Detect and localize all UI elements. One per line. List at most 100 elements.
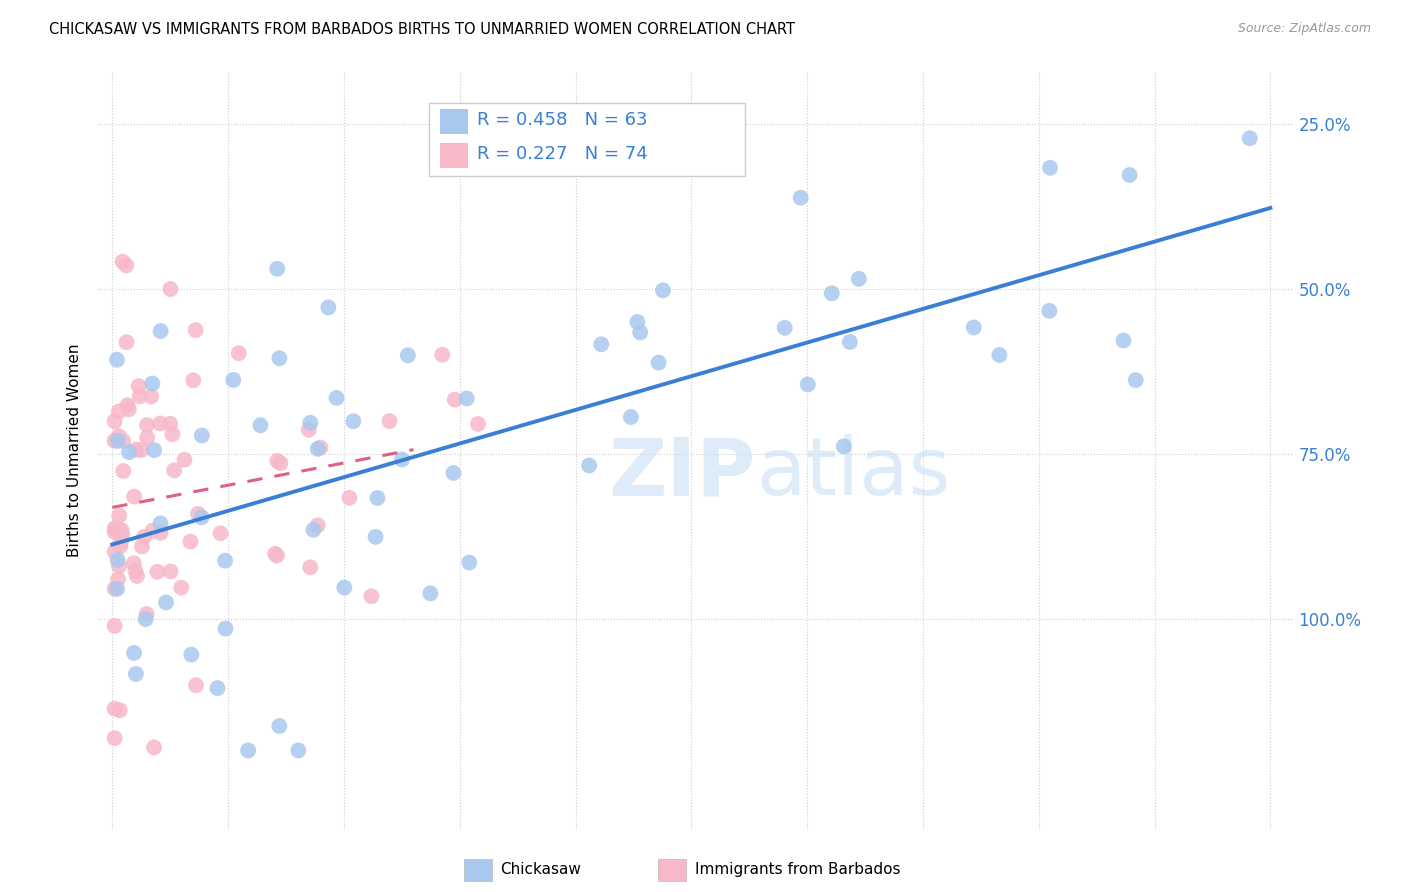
Point (146, 565, 169, 579)
Point (110, 534, 132, 549)
Point (443, 392, 465, 407)
Point (124, 564, 146, 578)
Point (339, 491, 361, 505)
Point (149, 516, 172, 531)
Point (142, 524, 165, 538)
Point (104, 731, 127, 745)
Text: R = 0.227   N = 74: R = 0.227 N = 74 (477, 145, 647, 163)
Point (104, 521, 127, 535)
Point (848, 272, 870, 286)
Point (299, 416, 322, 430)
Point (302, 523, 325, 537)
Point (155, 595, 177, 609)
Point (132, 530, 155, 544)
Point (139, 389, 162, 403)
Point (821, 286, 844, 301)
Point (180, 648, 202, 662)
Text: R = 0.458   N = 63: R = 0.458 N = 63 (477, 112, 647, 129)
Point (179, 534, 201, 549)
Text: Immigrants from Barbados: Immigrants from Barbados (695, 863, 900, 877)
Point (458, 556, 481, 570)
Point (104, 434, 127, 448)
Point (184, 323, 207, 337)
Point (115, 335, 138, 350)
Point (107, 434, 129, 448)
Text: ZIP: ZIP (609, 434, 756, 512)
Point (307, 442, 329, 456)
Text: CHICKASAW VS IMMIGRANTS FROM BARBADOS BIRTHS TO UNMARRIED WOMEN CORRELATION CHAR: CHICKASAW VS IMMIGRANTS FROM BARBADOS BI… (49, 22, 796, 37)
Point (125, 667, 148, 681)
Point (963, 320, 986, 334)
Point (287, 743, 309, 757)
Point (1118, 168, 1140, 182)
Point (159, 417, 181, 431)
Point (108, 429, 131, 443)
Point (432, 348, 454, 362)
Point (118, 402, 141, 417)
Point (111, 527, 134, 541)
Point (143, 740, 166, 755)
Point (207, 681, 229, 695)
Point (298, 423, 321, 437)
Point (832, 439, 855, 453)
Point (620, 409, 643, 424)
Point (111, 254, 134, 268)
Point (578, 458, 600, 473)
Point (647, 355, 669, 369)
Point (222, 373, 245, 387)
Point (143, 443, 166, 458)
Point (266, 454, 288, 468)
Point (236, 743, 259, 757)
Point (419, 586, 441, 600)
Point (1038, 303, 1060, 318)
Point (378, 414, 401, 428)
Point (112, 464, 135, 478)
Point (159, 565, 181, 579)
Point (269, 351, 291, 366)
Point (299, 560, 322, 574)
Point (309, 441, 332, 455)
Point (342, 414, 364, 428)
Point (266, 549, 288, 563)
Point (214, 554, 236, 568)
Point (269, 719, 291, 733)
Point (104, 544, 127, 558)
Point (104, 524, 127, 539)
Point (591, 337, 613, 351)
Point (170, 581, 193, 595)
Point (318, 301, 340, 315)
Point (1125, 373, 1147, 387)
Point (135, 612, 157, 626)
Point (141, 376, 163, 391)
Point (122, 646, 145, 660)
Point (104, 414, 127, 428)
Point (325, 391, 347, 405)
Point (1112, 334, 1135, 348)
Point (1239, 131, 1261, 145)
Point (159, 282, 181, 296)
Point (163, 463, 186, 477)
Point (187, 507, 209, 521)
Point (108, 404, 131, 418)
Point (149, 525, 172, 540)
Text: Source: ZipAtlas.com: Source: ZipAtlas.com (1237, 22, 1371, 36)
Point (360, 589, 382, 603)
Point (249, 418, 271, 433)
Point (115, 259, 138, 273)
Point (136, 431, 159, 445)
Point (773, 321, 796, 335)
Point (122, 490, 145, 504)
Point (209, 526, 232, 541)
Point (110, 523, 132, 537)
Y-axis label: Births to Unmarried Women: Births to Unmarried Women (67, 343, 83, 558)
Point (128, 389, 150, 403)
Point (149, 417, 172, 431)
Point (333, 581, 356, 595)
Point (789, 191, 811, 205)
Point (456, 392, 478, 406)
Point (797, 377, 820, 392)
Point (105, 352, 128, 367)
Point (269, 456, 291, 470)
Point (107, 553, 129, 567)
Point (838, 334, 860, 349)
